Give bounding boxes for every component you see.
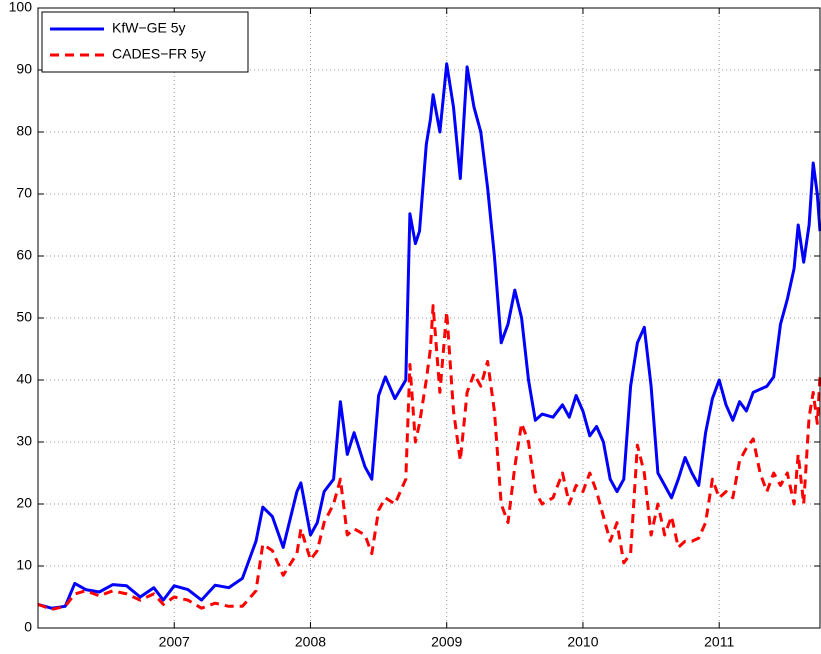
y-tick-label: 20 bbox=[16, 495, 32, 511]
plot-area bbox=[38, 8, 820, 628]
y-tick-label: 60 bbox=[16, 247, 32, 263]
y-tick-label: 0 bbox=[24, 619, 32, 635]
legend-box bbox=[41, 11, 249, 73]
legend-label: CADES−FR 5y bbox=[112, 46, 206, 62]
x-tick-label: 2007 bbox=[159, 634, 190, 650]
y-tick-label: 70 bbox=[16, 185, 32, 201]
x-tick-label: 2008 bbox=[295, 634, 326, 650]
legend-label: KfW−GE 5y bbox=[112, 20, 186, 36]
y-tick-label: 100 bbox=[9, 0, 33, 15]
y-tick-label: 40 bbox=[16, 371, 32, 387]
series-line bbox=[37, 62, 821, 610]
y-tick-label: 80 bbox=[16, 123, 32, 139]
series-line bbox=[37, 304, 821, 611]
plot-frame bbox=[37, 7, 821, 629]
y-tick-label: 50 bbox=[16, 309, 32, 325]
y-tick-label: 10 bbox=[16, 557, 32, 573]
x-tick-label: 2009 bbox=[431, 634, 462, 650]
y-tick-label: 30 bbox=[16, 433, 32, 449]
x-tick-label: 2010 bbox=[567, 634, 598, 650]
y-tick-label: 90 bbox=[16, 61, 32, 77]
x-tick-label: 2011 bbox=[704, 634, 734, 650]
